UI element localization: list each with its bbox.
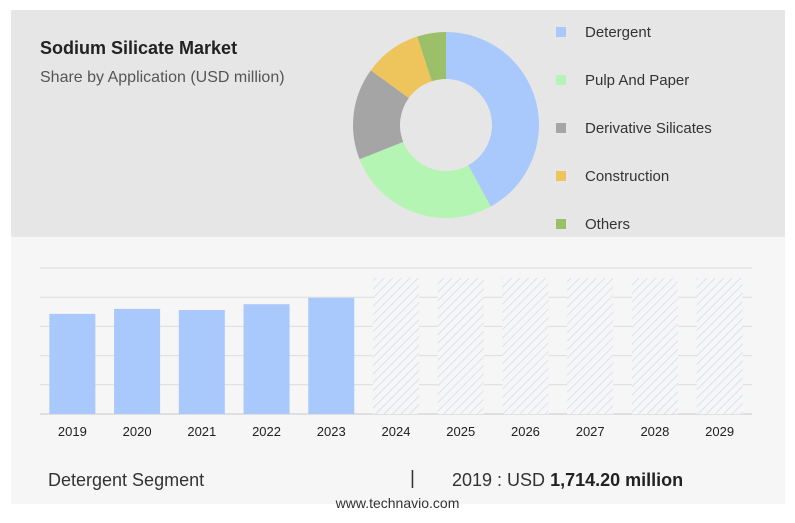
footer-segment-label: Detergent Segment (48, 470, 205, 490)
donut-slice-detergent (446, 32, 539, 207)
donut-slice-others (417, 32, 446, 82)
forecast-bar-2027 (567, 278, 614, 414)
x-tick-label-2026: 2026 (511, 424, 540, 439)
legend-swatch (556, 171, 566, 181)
forecast-bar-2029 (696, 278, 743, 414)
legend-label: Pulp And Paper (585, 71, 690, 89)
x-tick-label-2024: 2024 (382, 424, 411, 439)
legend-swatch (556, 219, 566, 229)
x-tick-label-2027: 2027 (576, 424, 605, 439)
footer-value: 2019 : USD 1,714.20 million (452, 470, 683, 491)
legend-item-pulp-and-paper: Pulp And Paper (556, 70, 776, 90)
legend-item-construction: Construction (556, 166, 776, 186)
forecast-bar-2026 (502, 278, 549, 414)
legend-label: Construction (585, 167, 670, 185)
bar-2023 (308, 297, 355, 414)
x-tick-label-2023: 2023 (317, 424, 346, 439)
bar-chart: 2019 2020 2021 2022 2023 2024 2025 2026 2027 2028… (40, 267, 752, 439)
x-tick-label-2021: 2021 (187, 424, 216, 439)
x-tick-label-2022: 2022 (252, 424, 281, 439)
bar-2022 (243, 304, 290, 414)
footer-value-prefix: 2019 : USD (452, 470, 551, 490)
legend-swatch (556, 75, 566, 85)
bar-2021 (178, 310, 225, 414)
donut-slice-construction (370, 36, 432, 98)
x-tick-label-2020: 2020 (123, 424, 152, 439)
donut-slice-derivative-silicates (353, 70, 409, 160)
forecast-bar-2025 (437, 278, 484, 414)
source-link[interactable]: www.technavio.com (335, 495, 460, 511)
legend-swatch (556, 27, 566, 37)
legend-swatch (556, 123, 566, 133)
x-tick-label-2025: 2025 (446, 424, 475, 439)
bar-2019 (49, 313, 96, 414)
x-tick-label-2019: 2019 (58, 424, 87, 439)
legend-label: Detergent (585, 23, 651, 41)
forecast-bar-2024 (373, 278, 419, 414)
x-tick-label-2029: 2029 (705, 424, 734, 439)
donut-slice-pulp-and-paper (359, 141, 491, 218)
legend-item-derivative-silicates: Derivative Silicates (556, 118, 776, 138)
footer-divider: | (410, 468, 415, 489)
footer-value-amount: 1,714.20 million (550, 470, 684, 490)
x-tick-label-2028: 2028 (640, 424, 669, 439)
legend-item-detergent: Detergent (556, 22, 776, 42)
legend-label: Derivative Silicates (585, 119, 712, 137)
chart-title: Sodium Silicate Market (40, 38, 238, 58)
donut-chart (353, 32, 539, 218)
legend-item-others: Others (556, 214, 776, 234)
forecast-bar-2028 (631, 278, 678, 414)
chart-subtitle: Share by Application (USD million) (40, 69, 285, 86)
bar-2020 (114, 308, 161, 414)
legend-label: Others (585, 215, 631, 233)
